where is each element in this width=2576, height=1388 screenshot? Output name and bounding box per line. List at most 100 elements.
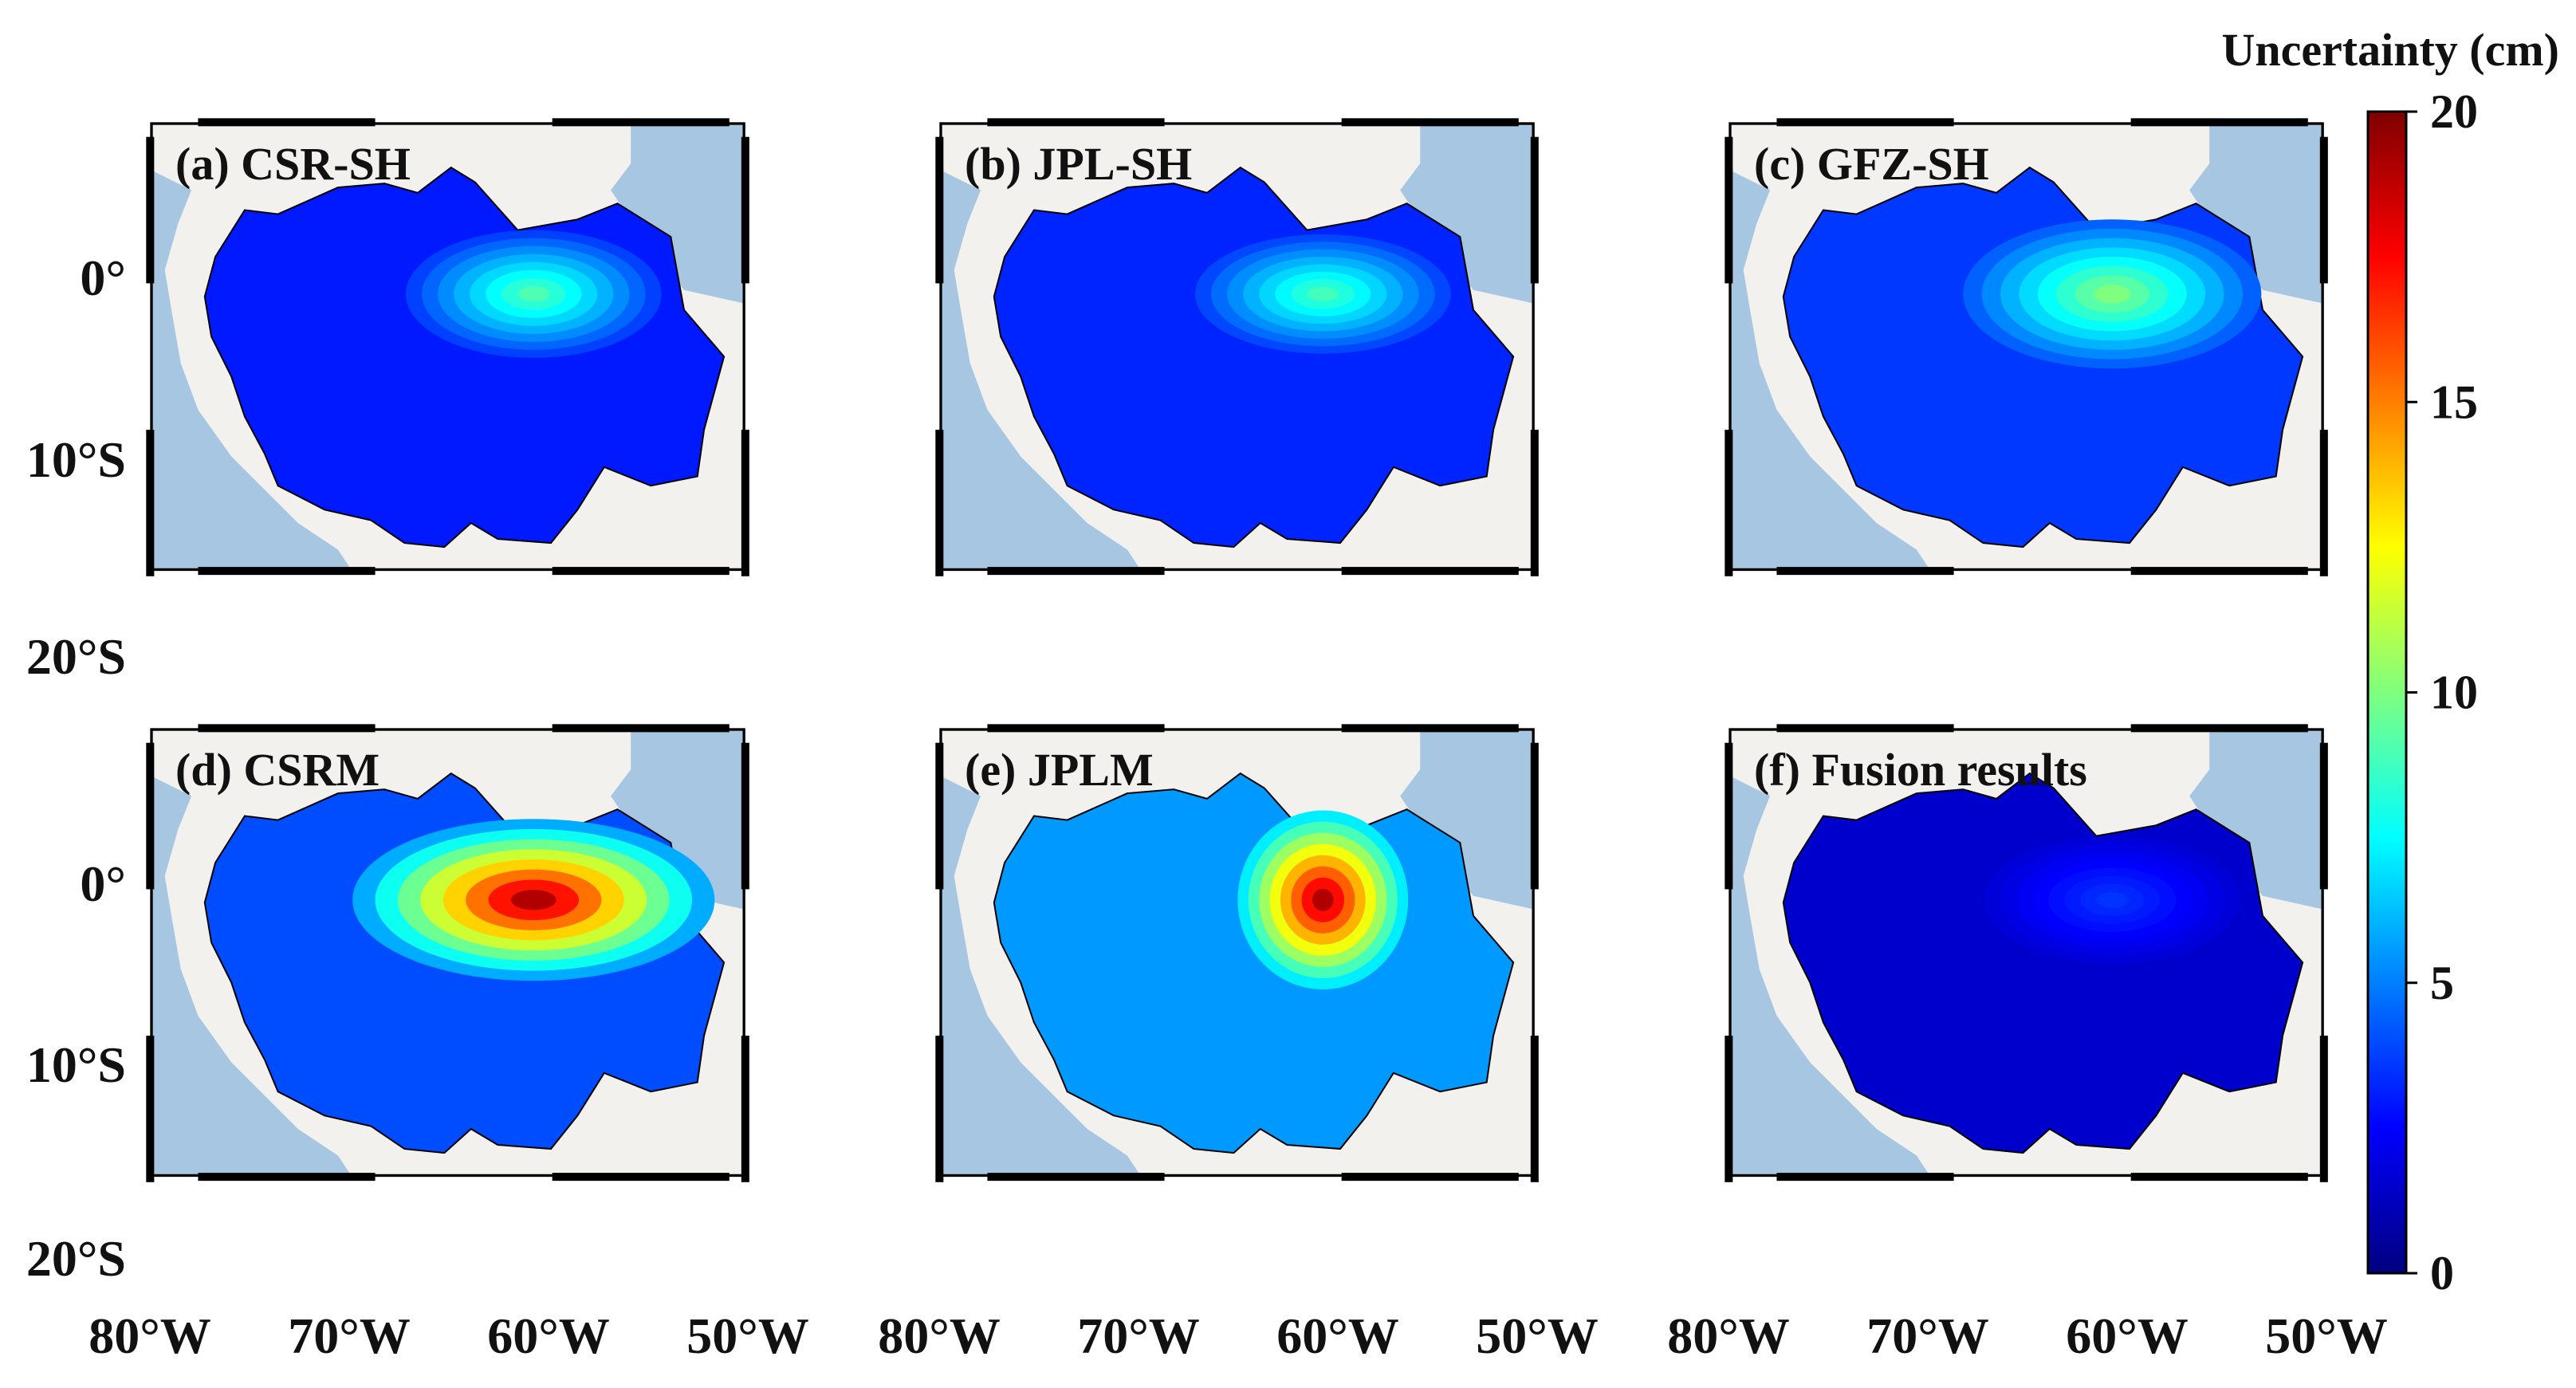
lon-label-80w-a: 80°W (88, 1307, 211, 1364)
map-panel (1725, 724, 2328, 1182)
frame-tick-bar (2319, 742, 2328, 890)
uncertainty-contour (2093, 285, 2131, 304)
map-panel (935, 724, 1539, 1182)
frame-tick-bar (146, 136, 155, 284)
lat-label-0-top: 0° (80, 250, 126, 306)
frame-tick-bar (987, 1173, 1165, 1182)
lon-label-60w-a: 60°W (487, 1307, 610, 1364)
frame-tick-bar (552, 567, 730, 576)
frame-tick-bar (1776, 724, 1954, 733)
frame-tick-bar (2130, 1173, 2308, 1182)
lat-label-20s-bottom: 20°S (26, 1230, 126, 1287)
frame-tick-bar (146, 430, 155, 576)
frame-tick-bar (1341, 118, 1519, 127)
map-frame (939, 728, 1535, 1178)
frame-tick-bar (1776, 567, 1954, 576)
uncertainty-hotspot (352, 819, 715, 981)
frame-tick-bar (987, 567, 1165, 576)
colorbar-tick-label: 0 (2430, 1247, 2454, 1300)
frame-tick-bar (1530, 430, 1539, 576)
map-frame (939, 122, 1535, 572)
colorbar-bar (2366, 110, 2408, 1275)
frame-tick-bar (741, 742, 749, 890)
panel-label: (a) CSR-SH (175, 138, 411, 190)
latitude-labels: 0° 10°S 20°S 0° 10°S 20°S (26, 250, 126, 1287)
map-frame (150, 122, 745, 572)
uncertainty-hotspot (1194, 234, 1451, 354)
uncertainty-contour (510, 890, 556, 910)
frame-tick-bar (1725, 136, 1733, 284)
map-frame (1728, 728, 2324, 1178)
panel-label: (f) Fusion results (1754, 744, 2087, 796)
uncertainty-contour (2096, 891, 2129, 908)
lon-label-80w-b: 80°W (878, 1307, 1001, 1364)
uncertainty-hotspot (1984, 836, 2240, 964)
panel-label: (d) CSRM (175, 744, 380, 796)
frame-tick-bar (2130, 118, 2308, 127)
panel-label: (c) GFZ-SH (1754, 138, 1989, 190)
lon-label-50w-c: 50°W (2265, 1307, 2388, 1364)
lat-label-0-bottom: 0° (80, 855, 126, 912)
lon-label-70w-b: 70°W (1077, 1307, 1200, 1364)
map-panel (146, 724, 749, 1182)
lon-label-60w-b: 60°W (1276, 1307, 1399, 1364)
frame-tick-bar (552, 118, 730, 127)
colorbar-title: Uncertainty (cm) (2221, 24, 2559, 76)
uncertainty-contour (1312, 888, 1334, 911)
colorbar-tick-label: 15 (2430, 376, 2478, 428)
frame-tick-bar (552, 1173, 730, 1182)
colorbar-tick-label: 20 (2430, 85, 2478, 138)
frame-tick-bar (987, 118, 1165, 127)
frame-tick-bar (1776, 1173, 1954, 1182)
map-frame (150, 728, 745, 1178)
map-panels: (a) CSR-SH (b) JPL-SH (c) GFZ-SH (d) CSRM (e… (146, 118, 2328, 1182)
lat-label-10s-top: 10°S (26, 431, 126, 488)
lon-label-50w-b: 50°W (1476, 1307, 1599, 1364)
frame-tick-bar (1725, 430, 1733, 576)
frame-tick-bar (1341, 1173, 1519, 1182)
frame-tick-bar (198, 724, 376, 733)
frame-tick-bar (1341, 567, 1519, 576)
frame-tick-bar (2319, 136, 2328, 284)
map-panel (1725, 118, 2328, 576)
uncertainty-contour (1307, 286, 1339, 302)
lon-label-80w-c: 80°W (1667, 1307, 1790, 1364)
frame-tick-bar (935, 1036, 944, 1182)
frame-tick-bar (1725, 742, 1733, 890)
panel-label: (b) JPL-SH (965, 138, 1192, 190)
frame-tick-bar (1530, 136, 1539, 284)
frame-tick-bar (198, 118, 376, 127)
frame-tick-bar (741, 136, 749, 284)
lat-label-20s-top: 20°S (26, 628, 126, 685)
frame-tick-bar (1341, 724, 1519, 733)
colorbar: Uncertainty (cm) 20 15 10 5 0 (2221, 24, 2559, 1300)
frame-tick-bar (1776, 118, 1954, 127)
lat-label-10s-bottom: 10°S (26, 1036, 126, 1093)
frame-tick-bar (1530, 742, 1539, 890)
longitude-labels: 80°W 70°W 60°W 50°W 80°W 70°W 60°W 50°W … (88, 1307, 2388, 1364)
frame-tick-bar (552, 724, 730, 733)
uncertainty-hotspot (1963, 219, 2262, 369)
map-panel (935, 118, 1539, 576)
frame-tick-bar (2130, 724, 2308, 733)
lon-label-60w-c: 60°W (2066, 1307, 2189, 1364)
map-panel (146, 118, 749, 576)
frame-tick-bar (146, 742, 155, 890)
uncertainty-hotspot (1237, 810, 1409, 989)
frame-tick-bar (1725, 1036, 1733, 1182)
frame-tick-bar (935, 430, 944, 576)
colorbar-tick-label: 10 (2430, 666, 2478, 719)
lon-label-50w-a: 50°W (686, 1307, 809, 1364)
frame-tick-bar (987, 724, 1165, 733)
colorbar-tick-label: 5 (2430, 957, 2454, 1009)
frame-tick-bar (2319, 430, 2328, 576)
frame-tick-bar (741, 1036, 749, 1182)
frame-tick-bar (935, 742, 944, 890)
frame-tick-bar (741, 430, 749, 576)
frame-tick-bar (2130, 567, 2308, 576)
frame-tick-bar (198, 567, 376, 576)
frame-tick-bar (146, 1036, 155, 1182)
frame-tick-bar (935, 136, 944, 284)
colorbar-ticks: 20 15 10 5 0 (2406, 85, 2478, 1300)
